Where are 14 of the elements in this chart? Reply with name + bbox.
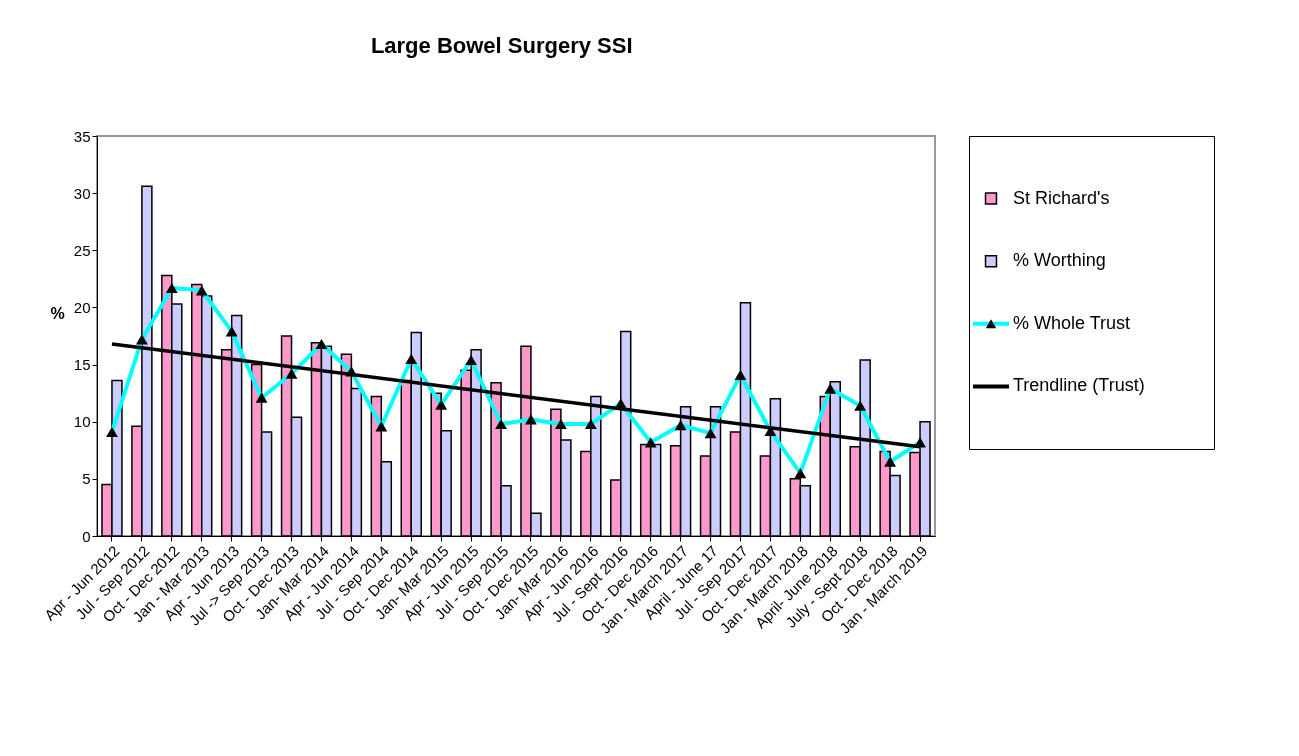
chart-title: Large Bowel Surgery SSI bbox=[370, 33, 633, 58]
y-tick-label: 25 bbox=[73, 241, 91, 259]
y-tick-label: 15 bbox=[73, 356, 91, 374]
legend-label: % Whole Trust bbox=[1013, 312, 1131, 333]
y-tick-label: 20 bbox=[73, 298, 91, 316]
y-axis-title: % bbox=[50, 304, 65, 322]
y-tick-label: 35 bbox=[73, 127, 91, 145]
y-tick-label: 30 bbox=[73, 184, 91, 202]
legend-label: % Worthing bbox=[1013, 250, 1106, 271]
y-tick-label: 5 bbox=[82, 470, 91, 488]
legend-label: St Richard's bbox=[1013, 187, 1110, 208]
y-tick-label: 10 bbox=[73, 413, 91, 431]
y-tick-label: 0 bbox=[82, 527, 91, 545]
legend-label: Trendline (Trust) bbox=[1013, 375, 1145, 396]
